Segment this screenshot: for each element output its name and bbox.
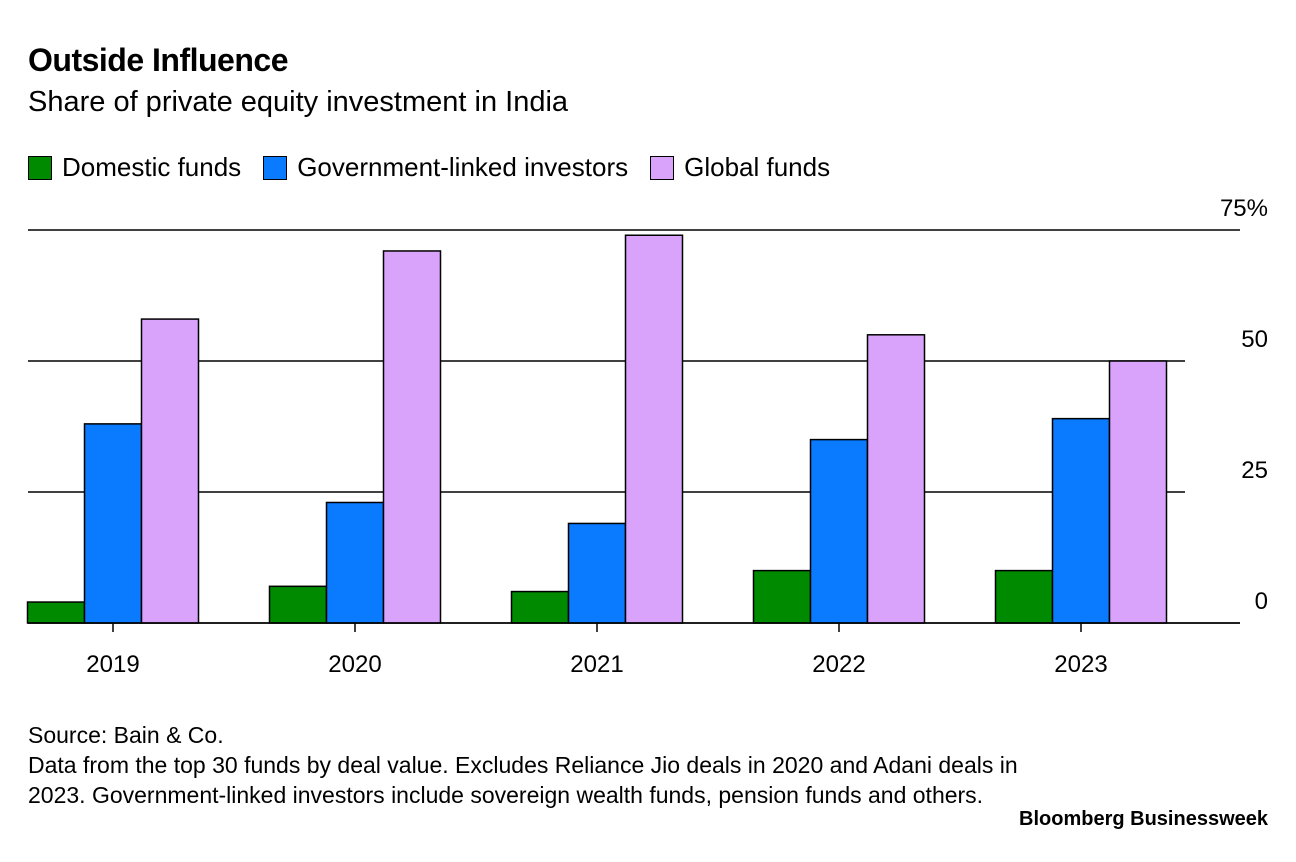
legend-swatch [263, 155, 288, 180]
bar-domestic-funds-2021 [510, 590, 570, 624]
source: Source: Bain & Co. [28, 722, 224, 748]
legend-label: Global funds [684, 152, 831, 182]
legend: Domestic funds Government-linked investo… [28, 152, 830, 183]
y-tick-label: 0 [1255, 588, 1268, 615]
legend-item-government: Government-linked investors [263, 152, 628, 183]
legend-swatch [650, 155, 675, 180]
bar-global-funds-2020 [382, 250, 442, 624]
legend-item-global: Global funds [650, 152, 830, 183]
footnote: Source: Bain & Co. Data from the top 30 … [28, 720, 1028, 810]
bar-global-funds-2023 [1108, 360, 1168, 624]
legend-label: Domestic funds [62, 152, 242, 182]
bar-domestic-funds-2020 [268, 585, 328, 624]
legend-label: Government-linked investors [297, 152, 629, 182]
bar-global-funds-2019 [140, 318, 200, 624]
legend-swatch [28, 155, 52, 180]
bar-global-funds-2022 [866, 334, 926, 624]
legend-item-domestic: Domestic funds [28, 152, 241, 183]
brand-logo: Bloomberg Businessweek [1019, 808, 1268, 830]
y-tick-label: 75% [1220, 195, 1268, 222]
x-tick-label: 2019 [86, 651, 139, 678]
bar-global-funds-2021 [624, 234, 684, 624]
x-tick-label: 2023 [1054, 651, 1107, 678]
y-tick-label: 25 [1241, 457, 1268, 484]
bar-government-linked-investors-2019 [83, 423, 143, 624]
bar-domestic-funds-2023 [994, 569, 1054, 624]
bar-domestic-funds-2019 [26, 601, 86, 624]
bar-government-linked-investors-2021 [567, 522, 627, 624]
y-tick-label: 50 [1241, 326, 1268, 353]
x-tick-label: 2021 [570, 651, 623, 678]
chart-title: Outside Influence [28, 42, 288, 78]
chart-subtitle: Share of private equity investment in In… [28, 86, 569, 118]
x-tick-label: 2022 [812, 651, 865, 678]
bar-government-linked-investors-2022 [809, 438, 869, 624]
bar-government-linked-investors-2020 [325, 501, 385, 624]
note: Data from the top 30 funds by deal value… [28, 752, 1018, 808]
bar-domestic-funds-2022 [752, 569, 812, 624]
x-tick-label: 2020 [328, 651, 381, 678]
bar-government-linked-investors-2023 [1051, 417, 1111, 624]
